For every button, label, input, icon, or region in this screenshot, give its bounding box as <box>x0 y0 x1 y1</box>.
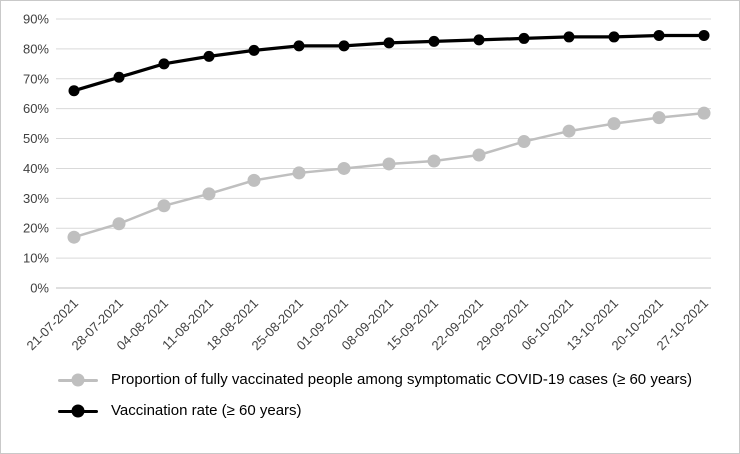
series-marker <box>382 157 396 171</box>
series-marker <box>202 187 216 201</box>
series-marker <box>473 34 485 46</box>
series-marker <box>562 124 576 138</box>
series-marker <box>517 135 531 149</box>
series-marker <box>338 40 350 52</box>
series-marker <box>427 154 441 168</box>
y-tick-label: 90% <box>23 12 49 27</box>
y-tick-label: 30% <box>23 191 49 206</box>
series-marker <box>607 117 621 131</box>
legend-line-marker <box>58 404 98 418</box>
legend-item-cases-proportion: Proportion of fully vaccinated people am… <box>58 371 739 389</box>
y-tick-label: 70% <box>23 71 49 86</box>
series-marker <box>698 29 710 41</box>
series-line-0 <box>73 111 705 239</box>
series-marker <box>608 31 620 43</box>
y-tick-label: 40% <box>23 161 49 176</box>
series-marker <box>383 37 395 49</box>
legend-dot-icon <box>71 404 85 418</box>
series-marker <box>563 31 575 43</box>
series-marker <box>292 166 306 180</box>
y-tick-label: 20% <box>23 221 49 236</box>
series-marker <box>67 230 81 244</box>
series-marker <box>293 40 305 52</box>
series-marker <box>247 173 261 187</box>
series-marker <box>518 32 530 44</box>
y-tick-label: 0% <box>30 281 49 296</box>
series-marker <box>112 217 126 231</box>
legend-dot-icon <box>71 373 85 387</box>
series-marker <box>697 106 711 120</box>
series-marker <box>337 161 351 175</box>
series-marker <box>653 29 665 41</box>
series-marker <box>248 44 260 56</box>
legend-item-vaccination-rate: Vaccination rate (≥ 60 years) <box>58 402 739 420</box>
chart-svg: 0%10%20%30%40%50%60%70%80%90%21-07-20212… <box>23 12 711 354</box>
series-marker <box>157 199 171 213</box>
y-tick-label: 50% <box>23 131 49 146</box>
series-marker <box>158 58 170 70</box>
legend-label-vaccination-rate: Vaccination rate (≥ 60 years) <box>111 402 302 419</box>
series-marker <box>472 148 486 162</box>
y-tick-label: 60% <box>23 101 49 116</box>
chart-legend: Proportion of fully vaccinated people am… <box>58 371 739 420</box>
series-marker <box>428 35 440 47</box>
series-marker <box>68 85 80 97</box>
series-marker <box>652 111 666 125</box>
series-marker <box>113 71 125 83</box>
y-tick-label: 80% <box>23 41 49 56</box>
series-marker <box>203 50 215 62</box>
y-tick-label: 10% <box>23 251 49 266</box>
legend-label-cases-proportion: Proportion of fully vaccinated people am… <box>111 371 692 388</box>
legend-line-marker <box>58 373 98 387</box>
